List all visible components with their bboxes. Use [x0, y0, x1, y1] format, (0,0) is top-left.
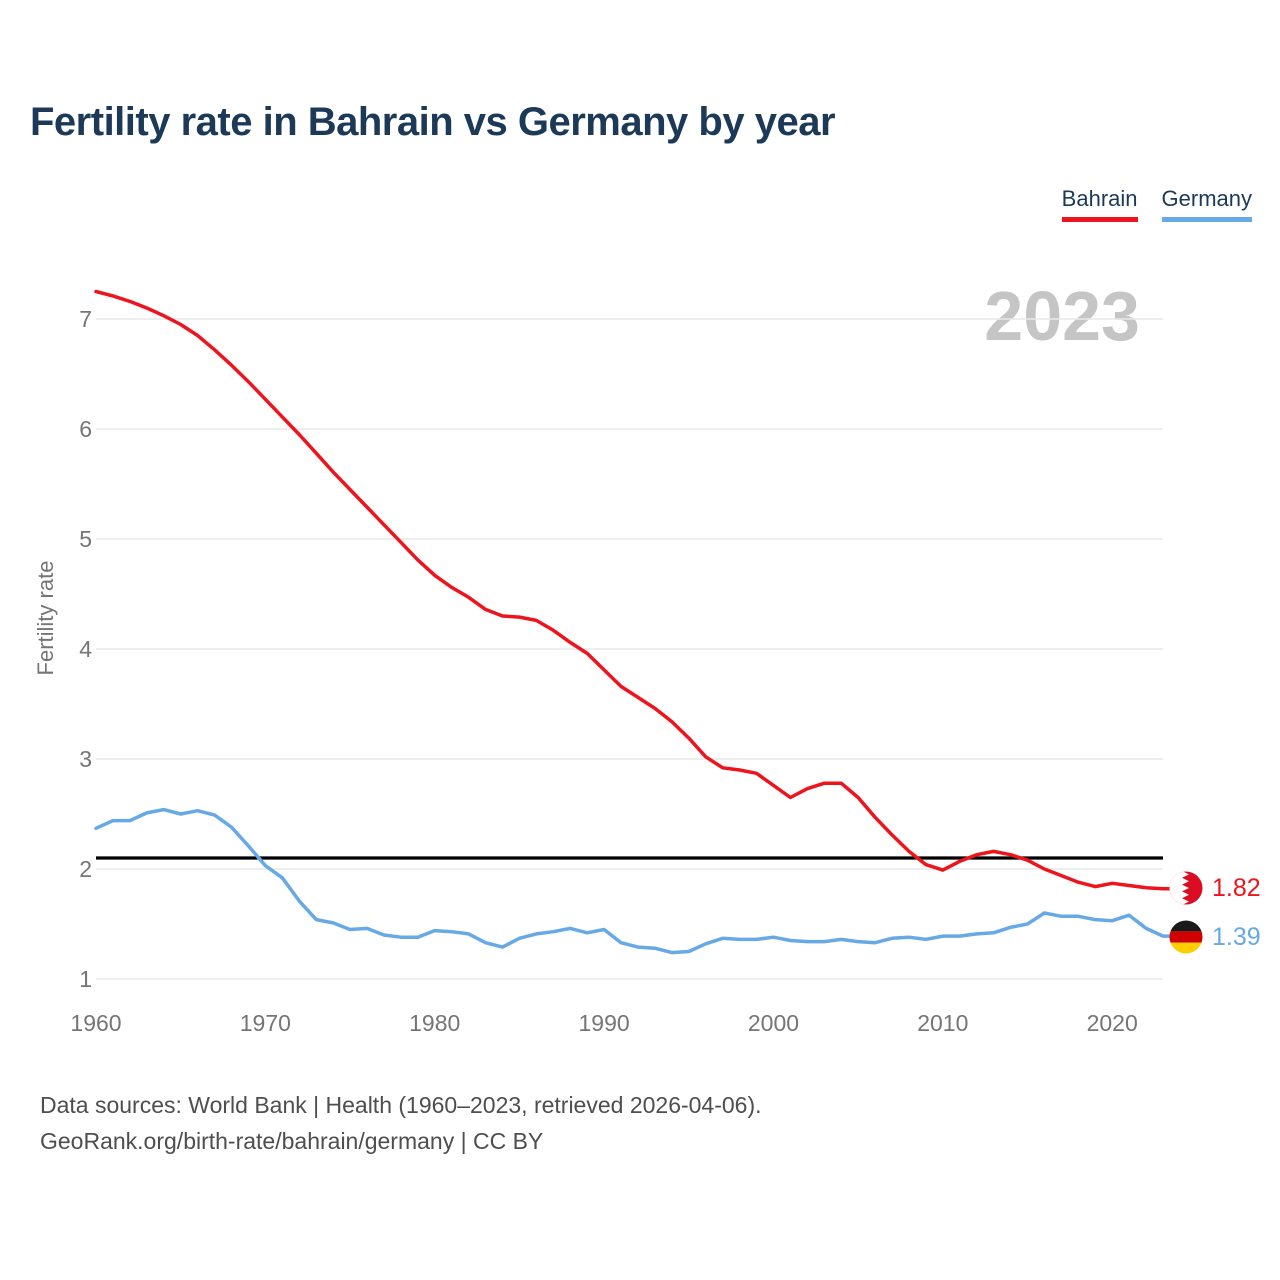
x-tick-label: 1990	[578, 1010, 630, 1036]
y-tick-label: 6	[79, 416, 92, 442]
series-line-germany	[94, 807, 1173, 955]
legend-item-bahrain[interactable]: Bahrain	[1061, 186, 1138, 222]
y-tick-label: 5	[79, 526, 92, 552]
y-tick-label: 2	[79, 856, 92, 882]
germany-final-value: 1.39	[1212, 922, 1261, 951]
attribution-line: GeoRank.org/birth-rate/bahrain/germany |…	[40, 1128, 544, 1154]
page-title: Fertility rate in Bahrain vs Germany by …	[30, 100, 836, 144]
bahrain-final-value: 1.82	[1212, 873, 1261, 902]
end-label-germany: 1.39	[1169, 920, 1261, 954]
x-tick-label: 2020	[1086, 1010, 1138, 1036]
data-source-line: Data sources: World Bank | Health (1960–…	[40, 1092, 762, 1118]
y-tick-label: 1	[79, 966, 92, 992]
x-tick-label: 1980	[409, 1010, 461, 1036]
y-tick-label: 7	[79, 306, 92, 332]
legend-item-germany[interactable]: Germany	[1161, 186, 1252, 222]
bahrain-flag-icon	[1169, 871, 1203, 905]
x-tick-label: 2010	[917, 1010, 969, 1036]
end-label-bahrain: 1.82	[1169, 871, 1261, 905]
x-tick-label: 1960	[70, 1010, 122, 1036]
x-tick-label: 1970	[239, 1010, 291, 1036]
year-watermark: 2023	[984, 277, 1140, 355]
y-tick-label: 4	[79, 636, 92, 662]
germany-flag-icon	[1169, 920, 1203, 954]
series-line-bahrain	[94, 289, 1173, 891]
y-tick-label: 3	[79, 746, 92, 772]
legend: Bahrain Germany	[1061, 186, 1252, 222]
x-tick-label: 2000	[747, 1010, 800, 1036]
